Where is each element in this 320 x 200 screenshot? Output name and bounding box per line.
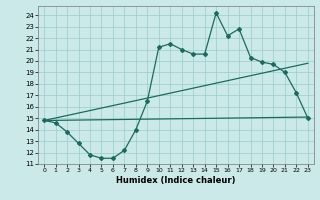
X-axis label: Humidex (Indice chaleur): Humidex (Indice chaleur) — [116, 176, 236, 185]
